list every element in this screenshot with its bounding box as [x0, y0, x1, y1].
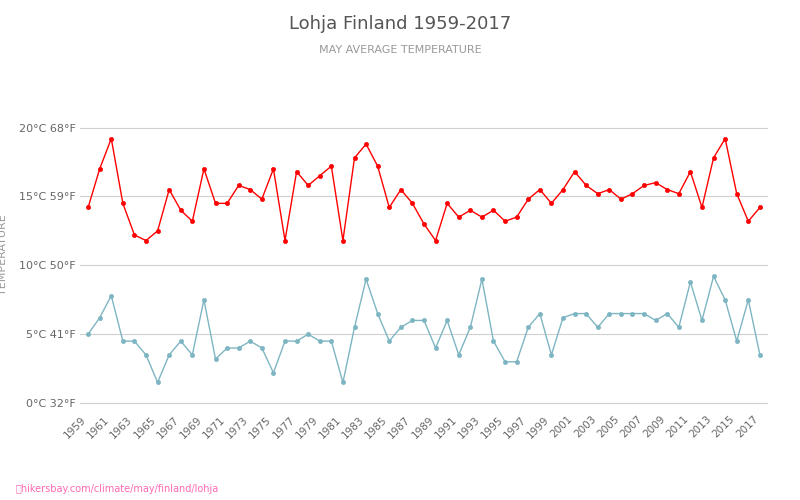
Text: Lohja Finland 1959-2017: Lohja Finland 1959-2017	[289, 15, 511, 33]
Text: 📍hikersbay.com/climate/may/finland/lohja: 📍hikersbay.com/climate/may/finland/lohja	[16, 484, 219, 494]
Text: MAY AVERAGE TEMPERATURE: MAY AVERAGE TEMPERATURE	[318, 45, 482, 55]
Y-axis label: TEMPERATURE: TEMPERATURE	[0, 214, 8, 296]
